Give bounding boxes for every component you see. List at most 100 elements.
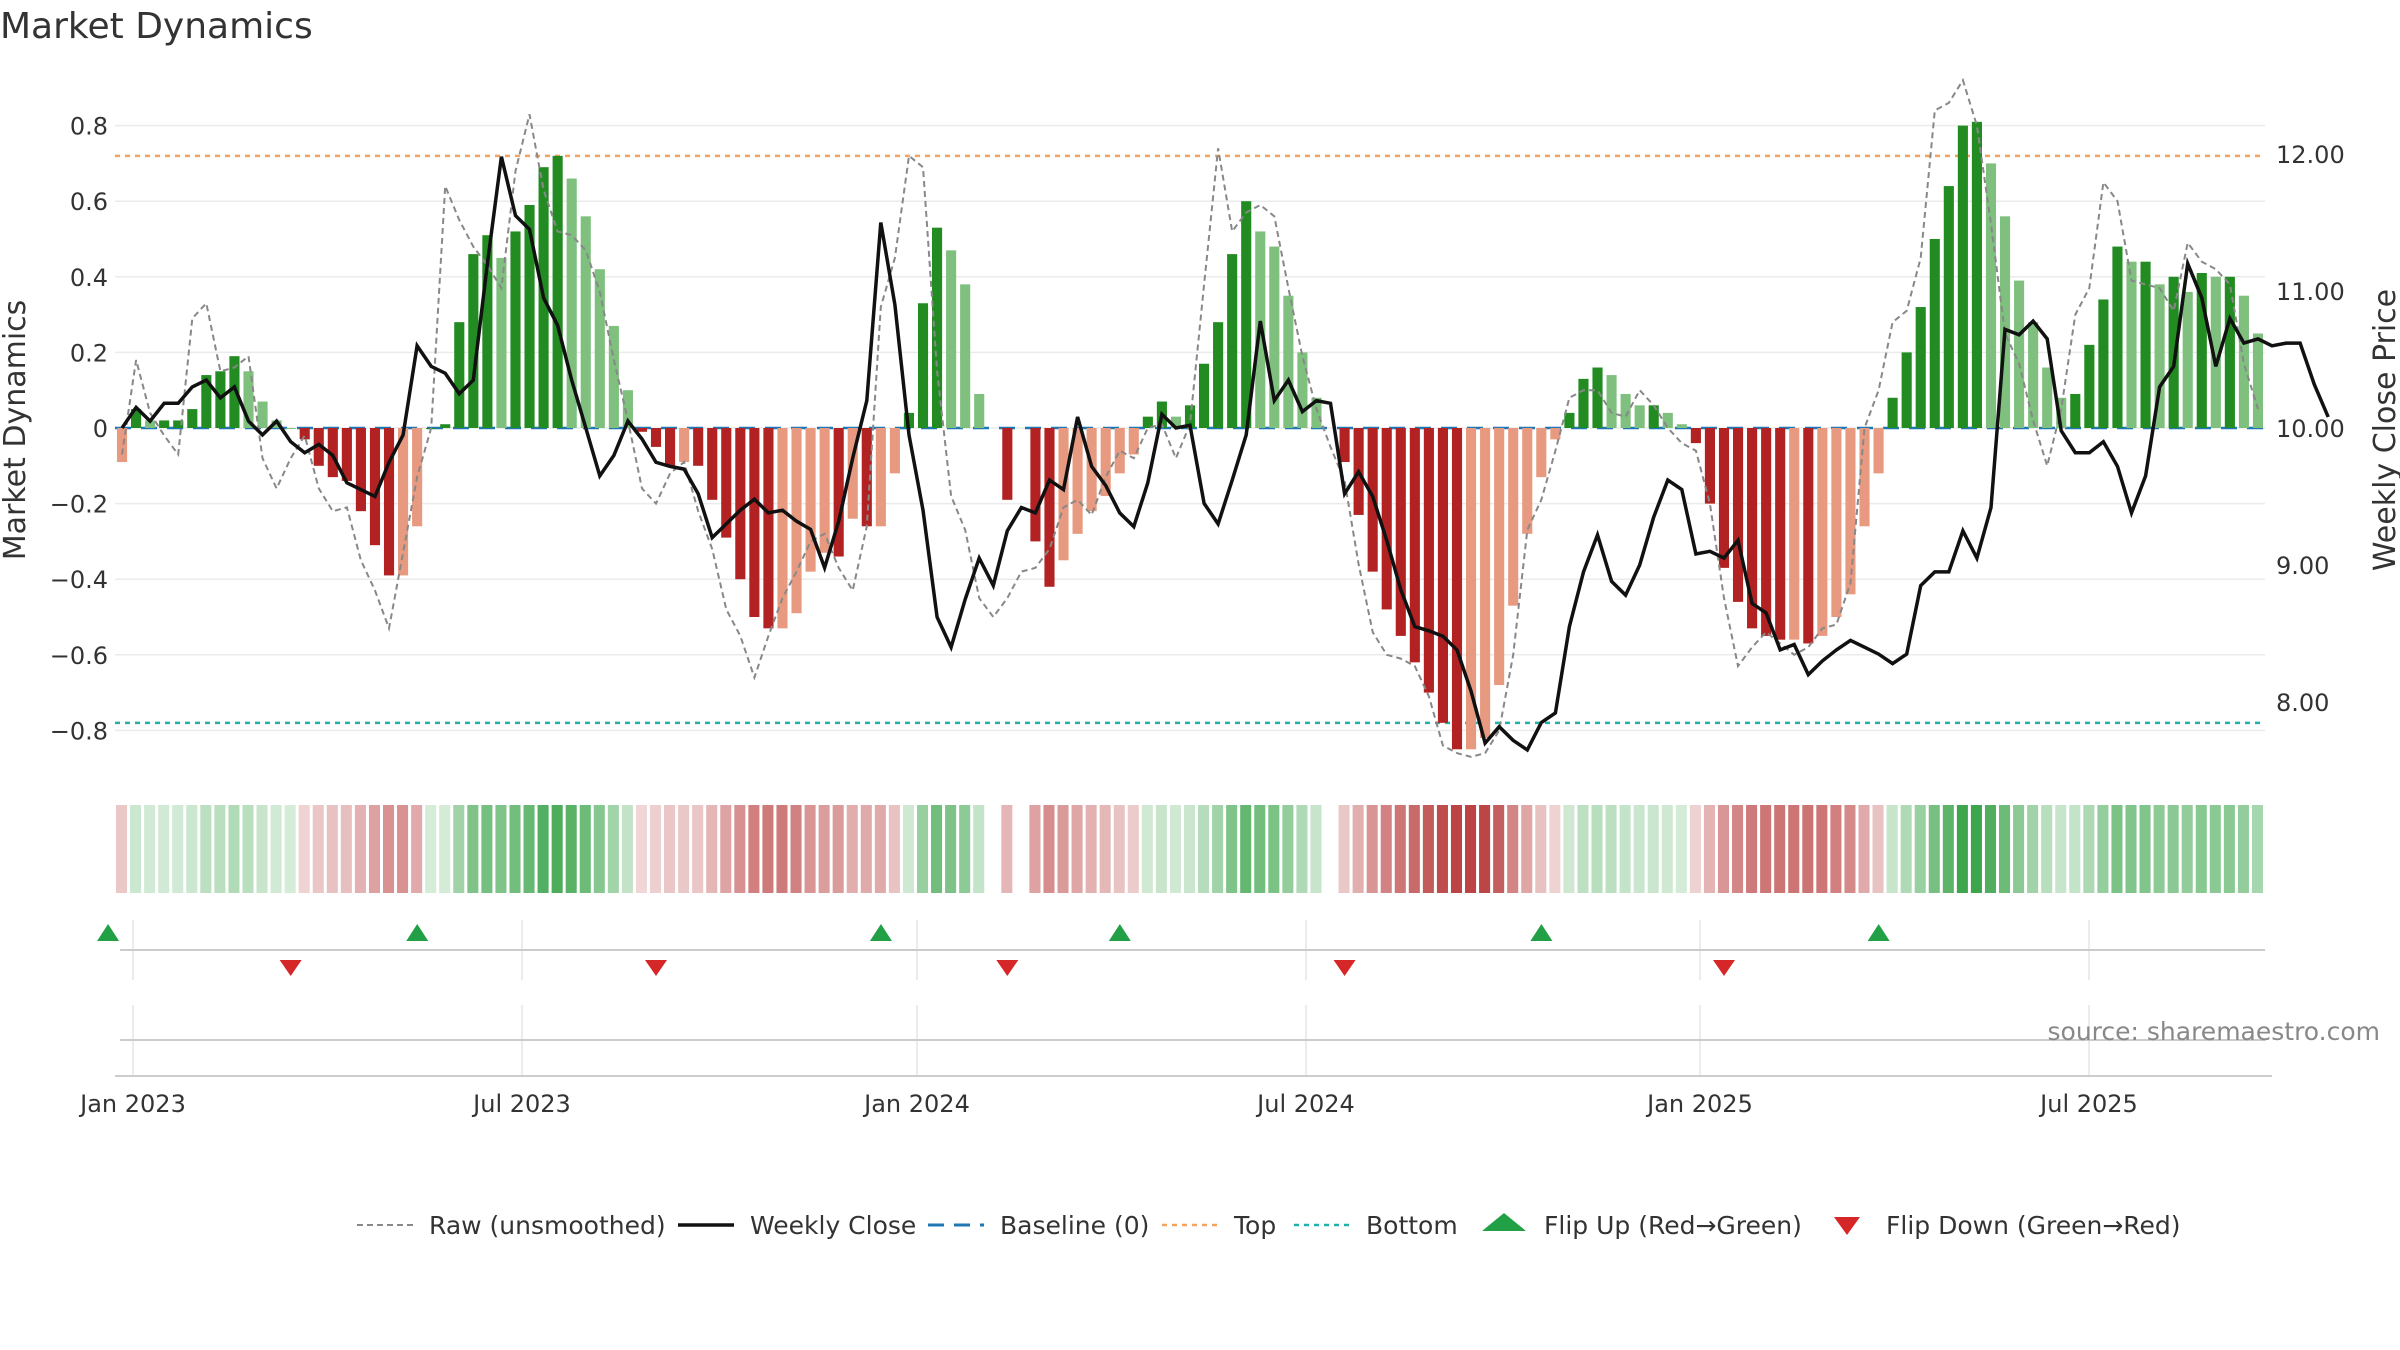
dynamics-bar (1522, 428, 1533, 534)
dynamics-bar (1718, 428, 1730, 568)
strip-cell (1633, 805, 1645, 893)
dynamics-bar (1086, 428, 1097, 512)
strip-cell (635, 805, 647, 893)
strip-cell (1240, 805, 1252, 893)
dynamics-bar (1985, 163, 1997, 428)
x-axis-ticks: Jan 2023 Jul 2023 Jan 2024 Jul 2024 Jan 2025… (78, 1090, 2138, 1118)
dynamics-bar (482, 235, 493, 428)
legend-label: Raw (unsmoothed) (429, 1211, 666, 1240)
dynamics-bar (299, 428, 310, 440)
dynamics-bar (1044, 428, 1055, 587)
dynamics-bar (1789, 428, 1800, 640)
strip-cell (2167, 805, 2179, 893)
dynamics-bar (917, 303, 929, 428)
strip-cell (439, 805, 451, 893)
strip-cell (1970, 805, 1982, 893)
dynamics-bar (1283, 295, 1294, 428)
strip-cell (425, 805, 437, 893)
strip-cell (1675, 805, 1687, 893)
x-tick-label: Jan 2024 (862, 1090, 970, 1118)
strip-cell (340, 805, 352, 893)
strip-cell (368, 805, 380, 893)
strip-cell (1844, 805, 1856, 893)
dynamics-bar (1775, 428, 1786, 640)
dynamics-bar (861, 428, 872, 527)
strip-cell (874, 805, 886, 893)
dynamics-bar (693, 428, 704, 466)
right-axis-label: Weekly Close Price (2368, 289, 2400, 571)
strip-cell (2209, 805, 2221, 893)
strip-cell (1183, 805, 1196, 893)
strip-cell (1465, 805, 1477, 893)
dynamics-bar (1732, 428, 1744, 602)
strip-cell (1647, 805, 1659, 893)
strip-cell (2237, 805, 2249, 893)
regime-strip (116, 805, 2263, 893)
strip-cell (2069, 805, 2081, 893)
strip-cell (1830, 805, 1842, 893)
dynamics-bar (805, 428, 816, 572)
strip-cell (551, 805, 563, 893)
dynamics-bar (1606, 375, 1617, 428)
strip-cell (1436, 805, 1448, 893)
strip-cell (2153, 805, 2165, 893)
strip-cell (1942, 805, 1954, 893)
strip-cell (1605, 805, 1617, 893)
dynamics-bar (665, 428, 676, 466)
dynamics-bar (1704, 428, 1715, 504)
dynamics-bar (2210, 276, 2221, 428)
dynamics-bar (932, 227, 943, 428)
strip-cell (1394, 805, 1406, 893)
flip-down-marker (1712, 960, 1735, 976)
dynamics-bar (1929, 239, 1940, 428)
strip-cell (593, 805, 605, 893)
dynamics-bar (721, 428, 732, 538)
strip-cell (354, 805, 366, 893)
dynamics-bar (1297, 352, 1308, 428)
strip-cell (1310, 805, 1322, 893)
strip-cell (298, 805, 310, 893)
left-tick-label: 0.2 (70, 339, 108, 367)
dynamics-bar (1648, 405, 1659, 428)
dynamics-bar (187, 409, 198, 428)
dynamics-bar (2140, 261, 2151, 428)
legend-label: Flip Down (Green→Red) (1886, 1211, 2181, 1240)
flip-down-marker (996, 960, 1019, 976)
strip-cell (1338, 805, 1350, 893)
strip-cell (579, 805, 591, 893)
legend-label: Weekly Close (750, 1211, 916, 1240)
dynamics-bar (116, 428, 128, 463)
dynamics-bar (594, 269, 605, 428)
strip-cell (1001, 805, 1013, 893)
strip-cell (397, 805, 409, 893)
strip-cell (1549, 805, 1561, 893)
dynamics-bar (1971, 121, 1982, 428)
dynamics-bar (707, 428, 718, 500)
dynamics-bar (1901, 352, 1912, 428)
dynamics-bar (510, 231, 521, 428)
strip-cell (2181, 805, 2193, 893)
left-axis-label: Market Dynamics (0, 300, 33, 561)
threshold-lines (115, 154, 2265, 725)
dynamics-bar (327, 428, 338, 478)
strip-cell (382, 805, 395, 893)
strip-cell (523, 805, 535, 893)
dynamics-bar (1592, 367, 1603, 428)
strip-cell (945, 805, 957, 893)
dynamics-bar (946, 250, 957, 428)
dynamics-bar (1943, 186, 1954, 428)
left-tick-label: −0.8 (50, 717, 108, 745)
dynamics-bar (1662, 412, 1673, 428)
legend-flip-up-symbol (1482, 1213, 1526, 1231)
strip-cell (1956, 805, 1968, 893)
strip-cell (2251, 805, 2263, 893)
strip-cell (1774, 805, 1786, 893)
dynamics-bar (243, 371, 254, 428)
flip-down-marker (279, 960, 302, 976)
dynamics-bar (1803, 428, 1814, 644)
source-label: source: sharemaestro.com (2048, 1017, 2381, 1046)
strip-cell (1085, 805, 1097, 893)
strip-cell (1212, 805, 1224, 893)
dynamics-bar (369, 428, 381, 546)
strip-cell (678, 805, 690, 893)
